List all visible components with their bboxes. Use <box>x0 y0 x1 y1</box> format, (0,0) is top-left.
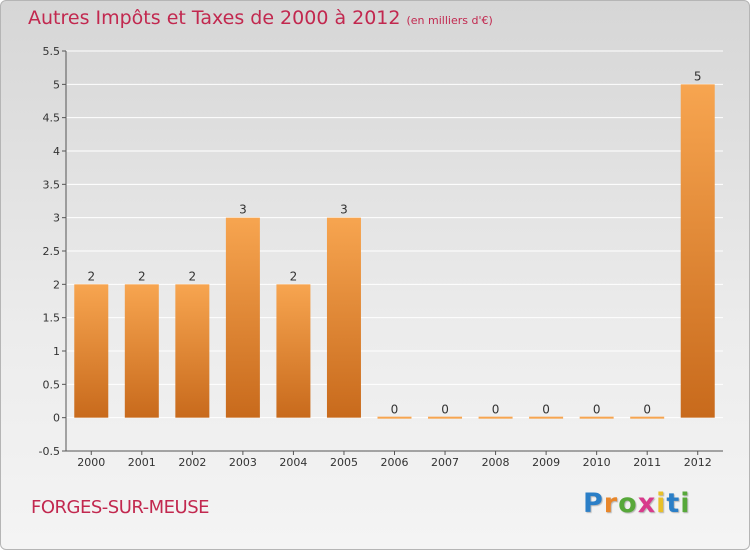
x-tick-label-2001: 2001 <box>128 456 156 469</box>
y-tick-label: 1.5 <box>43 312 61 325</box>
logo-letter: o <box>618 488 638 519</box>
data-label-2006: 0 <box>391 403 399 417</box>
logo-letter: t <box>666 488 681 519</box>
y-tick-label: 5.5 <box>43 45 61 58</box>
bar-2010 <box>579 416 614 419</box>
data-label-2007: 0 <box>441 403 449 417</box>
bar-2000 <box>74 284 109 418</box>
data-label-2012: 5 <box>694 69 702 83</box>
x-tick-label-2007: 2007 <box>431 456 459 469</box>
y-tick-label: 3 <box>53 212 60 225</box>
x-tick-label-2012: 2012 <box>684 456 712 469</box>
data-label-2002: 2 <box>189 269 197 283</box>
bar-2006 <box>377 416 412 419</box>
grid-lines <box>66 50 723 455</box>
bar-2004 <box>276 284 311 418</box>
x-tick-label-2000: 2000 <box>77 456 105 469</box>
x-tick-label-2010: 2010 <box>583 456 611 469</box>
data-label-2011: 0 <box>643 403 651 417</box>
proxiti-logo: Proxiti <box>583 488 691 519</box>
y-tick-label: 0 <box>53 412 60 425</box>
bar-2009 <box>529 416 564 419</box>
bar-2008 <box>478 416 513 419</box>
y-tick-label: 2.5 <box>43 245 61 258</box>
x-tick-label-2009: 2009 <box>532 456 560 469</box>
data-label-2004: 2 <box>290 269 298 283</box>
y-tick-label: 3.5 <box>43 178 61 191</box>
data-label-2001: 2 <box>138 269 146 283</box>
bar-2011 <box>630 416 665 419</box>
logo-letter: x <box>637 488 657 519</box>
data-label-2005: 3 <box>340 203 348 217</box>
x-tick-label-2003: 2003 <box>229 456 257 469</box>
bars: 2 2 2 3 2 3 0 0 0 0 0 0 5 <box>74 69 715 419</box>
y-tick-label: 5 <box>53 78 60 91</box>
y-tick-label: 1 <box>53 345 60 358</box>
logo-letter: i <box>680 488 691 519</box>
chart-title-text: Autres Impôts et Taxes de 2000 à 2012 <box>28 7 401 29</box>
data-label-2010: 0 <box>593 403 601 417</box>
y-tick-label: 4 <box>53 145 60 158</box>
x-tick-label-2011: 2011 <box>633 456 661 469</box>
bar-2005 <box>326 217 361 418</box>
commune-name: FORGES-SUR-MEUSE <box>31 497 210 518</box>
x-tick-label-2002: 2002 <box>178 456 206 469</box>
x-tick-label-2006: 2006 <box>381 456 409 469</box>
y-tick-label: -0.5 <box>39 445 60 458</box>
logo-letter: i <box>656 488 667 519</box>
y-tick-label: 0.5 <box>43 378 61 391</box>
x-tick-label-2004: 2004 <box>279 456 307 469</box>
x-tick-label-2005: 2005 <box>330 456 358 469</box>
data-label-2008: 0 <box>492 403 500 417</box>
y-tick-label: 4.5 <box>43 112 61 125</box>
chart-title: Autres Impôts et Taxes de 2000 à 2012 (en… <box>28 7 493 29</box>
bar-2012 <box>680 84 715 418</box>
data-label-2009: 0 <box>542 403 550 417</box>
bar-2007 <box>428 416 463 419</box>
bar-2001 <box>124 284 159 418</box>
bar-2002 <box>175 284 210 418</box>
data-label-2003: 3 <box>239 203 247 217</box>
logo-letter: r <box>603 488 619 519</box>
data-label-2000: 2 <box>87 269 95 283</box>
x-tick-label-2008: 2008 <box>482 456 510 469</box>
y-tick-label: 2 <box>53 278 60 291</box>
bar-2003 <box>225 217 260 418</box>
logo-letter: P <box>583 488 604 519</box>
chart-subtitle: (en milliers d'€) <box>406 14 493 27</box>
